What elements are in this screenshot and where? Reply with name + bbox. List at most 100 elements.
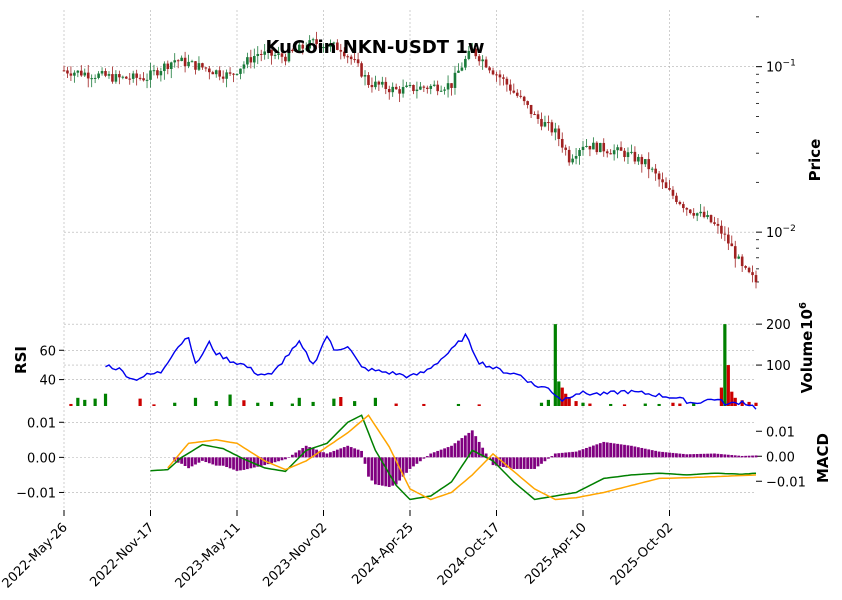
candle-body (93, 77, 97, 79)
candle-body (733, 246, 737, 259)
candle-body (509, 84, 512, 91)
macd-histogram-bar (512, 457, 516, 469)
macd-histogram-bar (353, 448, 357, 458)
candle-body (318, 43, 322, 49)
volume-bar (242, 400, 246, 406)
candle-body (284, 56, 287, 62)
candle-body (747, 267, 751, 273)
candle-body (225, 72, 228, 79)
candle-body (751, 272, 754, 276)
candle-body (564, 147, 567, 150)
volume-bar (747, 401, 751, 406)
candle-body (450, 83, 453, 88)
candle-body (585, 145, 588, 147)
macd-histogram-bar (571, 451, 575, 458)
candle-body (294, 50, 298, 52)
macd-histogram-bar (515, 457, 519, 469)
macd-histogram-bar (609, 442, 613, 458)
macd-histogram-bar (630, 445, 633, 458)
candle-body (301, 44, 305, 49)
macd-histogram-bar (256, 457, 260, 467)
price-axis-label: Price (806, 139, 824, 182)
candle-body (654, 168, 657, 174)
macd-left-tick-label: 0.01 (27, 416, 56, 431)
macd-histogram-bar (346, 445, 350, 458)
candle-body (128, 78, 132, 80)
volume-bar (622, 404, 627, 406)
macd-histogram-bar (356, 449, 360, 458)
macd-histogram-bar (301, 448, 305, 458)
candle-body (678, 201, 682, 205)
candle-body (73, 72, 76, 76)
macd-histogram-bar (304, 445, 308, 458)
candle-body (685, 208, 689, 210)
macd-histogram-bar (536, 457, 540, 467)
candle-body (754, 275, 758, 283)
candle-body (221, 76, 225, 79)
macd-histogram-bar (446, 447, 450, 458)
candle-body (505, 78, 509, 85)
candle-body (80, 70, 83, 76)
macd-histogram-bar (533, 457, 536, 469)
candle-body (211, 72, 215, 75)
candle-body (169, 62, 173, 69)
macd-histogram-bar (194, 457, 197, 465)
candle-body (249, 57, 253, 63)
macd-histogram-bar (360, 450, 363, 458)
macd-histogram-bar (242, 457, 246, 470)
rsi-line (105, 332, 757, 410)
macd-histogram-bar (702, 453, 706, 458)
candle-body (273, 54, 277, 56)
candle-body (616, 147, 619, 151)
candle-body (599, 142, 602, 153)
candle-body (491, 70, 495, 75)
x-tick-label: 2022-May-26 (0, 520, 71, 591)
volume-bar (422, 403, 426, 406)
candle-body (623, 150, 626, 158)
macd-histogram-bar (201, 457, 204, 461)
macd-histogram-bar (484, 453, 488, 458)
macd-histogram-bar (463, 435, 467, 458)
macd-histogram-bar (685, 454, 689, 458)
volume-bar (270, 401, 274, 406)
volume-bar (723, 324, 727, 406)
candle-body (581, 146, 585, 151)
macd-histogram-bar (259, 457, 263, 466)
candle-body (360, 63, 363, 77)
candle-body (336, 42, 339, 50)
candle-body (270, 49, 273, 56)
macd-histogram-bar (270, 457, 273, 464)
candle-body (526, 101, 529, 105)
candle-body (467, 50, 471, 59)
candle-body (374, 81, 377, 88)
macd-histogram-bar (311, 448, 315, 458)
macd-histogram-bar (737, 455, 741, 458)
candle-body (239, 68, 242, 74)
candle-body (488, 67, 491, 71)
candle-body (460, 67, 464, 71)
candle-body (495, 74, 498, 76)
candle-body (297, 44, 301, 51)
macd-histogram-bar (467, 432, 471, 458)
candle-body (145, 79, 149, 81)
candle-body (156, 70, 159, 76)
rsi-axis-label: RSI (12, 346, 30, 374)
macd-histogram-bar (387, 457, 391, 487)
candle-body (152, 70, 156, 72)
macd-histogram-bar (239, 457, 242, 471)
chart-title: KuCoin NKN-USDT 1w (265, 37, 484, 58)
macd-histogram-bar (190, 457, 194, 467)
macd-histogram-bar (439, 449, 443, 458)
macd-histogram-bar (425, 456, 429, 458)
candle-body (592, 142, 595, 150)
macd-histogram-bar (664, 452, 668, 458)
macd-histogram-bar (294, 452, 298, 458)
candle-body (256, 53, 260, 57)
candle-body (567, 149, 571, 163)
macd-histogram-bar (252, 457, 256, 468)
macd-histogram-bar (557, 453, 561, 458)
macd-histogram-bar (207, 457, 211, 464)
candle-body (412, 84, 415, 92)
macd-histogram-bar (214, 457, 218, 466)
